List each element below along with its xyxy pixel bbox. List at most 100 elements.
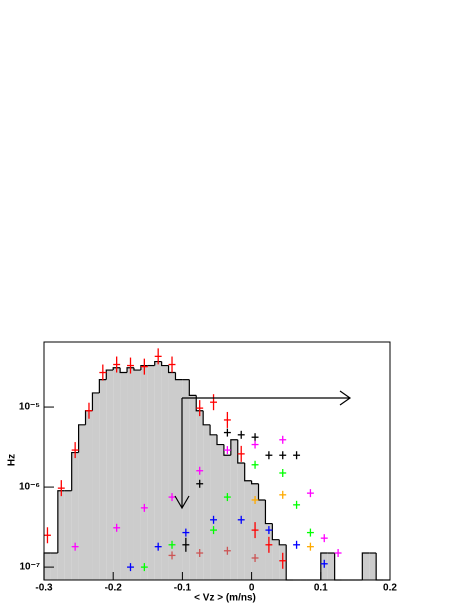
histogram-bar (161, 365, 169, 580)
data-point (210, 394, 217, 411)
y-tick-label: 10⁻⁵ (19, 402, 40, 413)
histogram-bar (92, 392, 100, 580)
histogram-bar (140, 365, 148, 580)
data-point (265, 536, 273, 553)
histogram-bar (127, 367, 134, 580)
data-point (210, 526, 217, 535)
x-tick-label: 0 (249, 583, 255, 594)
data-point (265, 526, 273, 535)
data-point (182, 528, 190, 537)
data-point (251, 460, 259, 469)
histogram-bar (272, 539, 280, 580)
data-point (265, 451, 273, 460)
data-point (334, 549, 342, 558)
arrow (182, 390, 352, 406)
histogram-bar (154, 361, 162, 580)
histogram-outline (91, 392, 100, 411)
data-point (306, 489, 314, 498)
histogram-outline (195, 395, 204, 412)
histogram-outline (57, 490, 65, 554)
histogram-bar (85, 410, 93, 580)
data-point (99, 364, 107, 381)
data-point (223, 546, 231, 555)
histogram-bar (210, 434, 217, 580)
data-point (223, 411, 231, 428)
histogram-outline (361, 552, 370, 580)
data-point (251, 440, 259, 449)
histogram-bar (327, 553, 335, 580)
data-point (279, 435, 287, 444)
data-point (251, 522, 259, 539)
histogram-bar (230, 439, 238, 580)
data-point (168, 540, 176, 549)
y-tick-label: 10⁻⁶ (19, 482, 40, 493)
data-point (44, 527, 51, 544)
data-point (127, 357, 134, 374)
histogram-outline (161, 361, 169, 367)
histogram-outline (188, 379, 197, 396)
data-point (223, 446, 231, 455)
histogram-outline (202, 410, 211, 426)
data-point (306, 528, 314, 537)
data-point (251, 495, 259, 504)
data-point (279, 468, 287, 477)
histogram-bar (44, 553, 51, 580)
histogram-outline (244, 462, 252, 482)
data-point (182, 537, 190, 552)
histogram-outline (216, 434, 224, 446)
x-tick-label: 0.1 (314, 583, 328, 594)
x-axis-label: < Vz > (m/ns) (194, 593, 256, 604)
y-tick-label: 10⁻⁷ (19, 562, 40, 573)
histogram-outline (167, 365, 176, 374)
data-point (57, 480, 65, 497)
histogram-outline (278, 539, 287, 546)
histogram-bar (71, 452, 79, 580)
data-point (293, 451, 301, 460)
arrow (174, 398, 190, 510)
histogram-outline (375, 553, 384, 581)
histogram-bar (189, 395, 197, 580)
x-tick-label: -0.1 (174, 583, 192, 594)
histogram-outline (320, 552, 328, 580)
histogram-outline (257, 483, 266, 501)
data-point (251, 433, 259, 442)
data-point (237, 430, 245, 439)
y-axis-label: Hz (7, 454, 18, 466)
histogram-outline (126, 367, 134, 373)
data-point (293, 540, 301, 549)
histogram-outline (251, 480, 259, 485)
histogram-bar (258, 499, 266, 580)
data-point (237, 445, 245, 462)
data-point (85, 402, 93, 419)
plot-frame (43, 341, 391, 581)
data-point (168, 356, 176, 373)
data-point (168, 493, 176, 502)
histogram-outline (71, 451, 79, 491)
data-point (320, 534, 328, 543)
x-tick-label: -0.2 (105, 583, 123, 594)
data-point (71, 442, 79, 459)
x-tick-label: 0.2 (383, 583, 397, 594)
data-point (140, 503, 148, 512)
histogram-bar (50, 553, 58, 580)
data-point (127, 563, 134, 572)
data-point (237, 515, 245, 524)
histogram-outline (264, 499, 273, 525)
data-point (140, 358, 148, 375)
histogram-outline (334, 553, 342, 581)
histogram-outline (154, 360, 162, 366)
histogram-outline (112, 367, 121, 371)
data-point (140, 563, 148, 572)
histogram-bar (99, 379, 107, 580)
histogram-bar (203, 424, 211, 580)
data-point (210, 515, 217, 524)
histogram-outline (98, 379, 107, 393)
data-point (306, 542, 314, 551)
data-point (168, 551, 176, 560)
histogram-outline (209, 424, 217, 436)
histogram-bar (223, 455, 231, 580)
histogram-outline (285, 544, 294, 581)
data-point (196, 466, 204, 475)
data-point (279, 552, 287, 569)
data-point (154, 348, 162, 365)
